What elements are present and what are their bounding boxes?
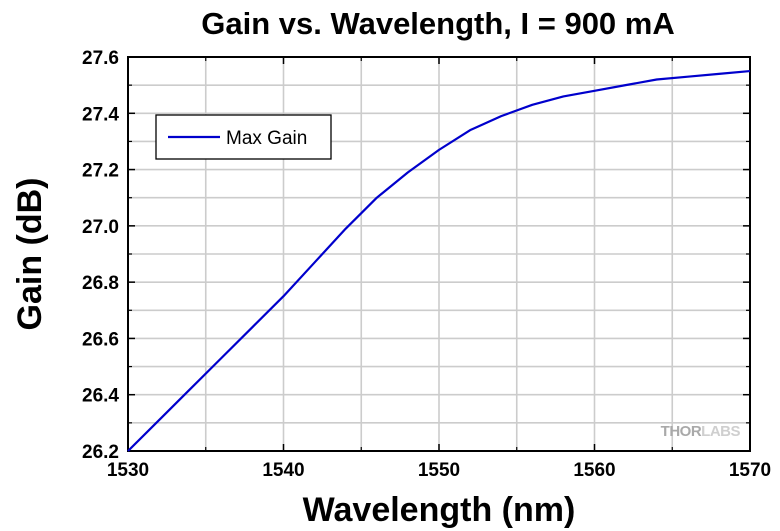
legend-label-max-gain: Max Gain (226, 128, 307, 149)
y-tick-label: 26.4 (82, 386, 119, 407)
y-tick-label: 26.2 (82, 442, 119, 463)
watermark-text-dark: THOR (661, 423, 702, 440)
x-tick-label: 1530 (107, 460, 149, 481)
x-tick-label: 1570 (729, 460, 771, 481)
y-tick-label: 27.6 (82, 48, 119, 69)
x-tick-label: 1550 (418, 460, 460, 481)
axis-ticks (127, 56, 751, 452)
x-tick-label: 1540 (262, 460, 304, 481)
y-axis-label: Gain (dB) (11, 178, 49, 331)
y-tick-label: 27.2 (82, 161, 119, 182)
series-group (127, 69, 751, 452)
y-tick-label: 27.0 (82, 217, 119, 238)
x-axis-label: Wavelength (nm) (303, 491, 576, 529)
chart-title: Gain vs. Wavelength, I = 900 mA (201, 6, 675, 41)
legend: Max Gain (155, 114, 332, 160)
svg-text:THORLABS: THORLABS (661, 423, 741, 440)
x-tick-label: 1560 (573, 460, 615, 481)
y-tick-label: 26.8 (82, 273, 119, 294)
x-tick-labels: 1530 1540 1550 1560 1570 (107, 460, 771, 481)
y-tick-labels: 26.2 26.4 26.6 26.8 27.0 27.2 27.4 27.6 (82, 48, 119, 463)
grid-lines (128, 57, 750, 451)
y-tick-label: 27.4 (82, 104, 119, 125)
watermark-text-light: LABS (701, 423, 740, 440)
watermark-logo: THORLABS (661, 423, 741, 440)
y-tick-label: 26.6 (82, 329, 119, 350)
series-line-max-gain (127, 69, 751, 452)
